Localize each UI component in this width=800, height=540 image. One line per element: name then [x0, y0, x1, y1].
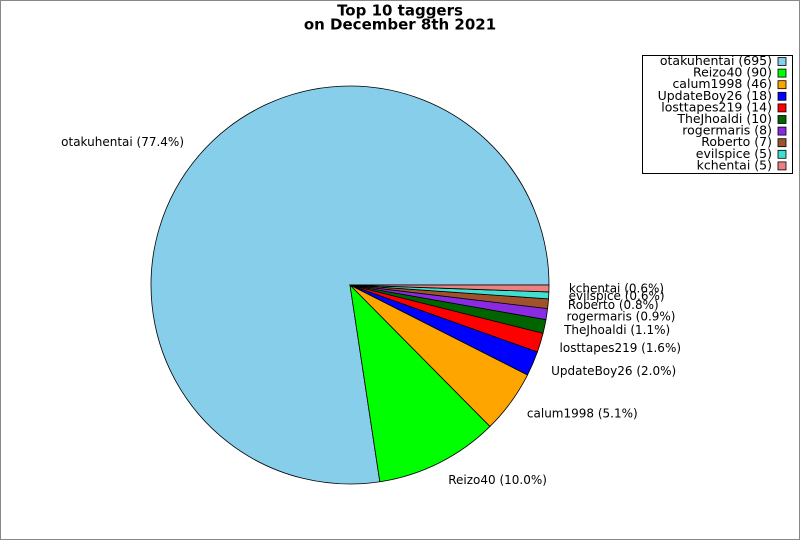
slice-label: otakuhentai (77.4%) [61, 135, 184, 149]
legend-box [642, 55, 793, 174]
legend-swatch [777, 115, 787, 124]
slice-label: UpdateBoy26 (2.0%) [551, 364, 676, 378]
chart-subtitle: on December 8th 2021 [304, 16, 496, 34]
slice-label: losttapes219 (1.6%) [560, 341, 682, 355]
legend-swatch [777, 103, 787, 113]
legend-swatch [777, 68, 787, 78]
legend-swatch [777, 80, 787, 90]
legend-swatch [777, 126, 787, 136]
legend-label: otakuhentai (695) [660, 53, 772, 68]
slice-label: rogermaris (0.9%) [567, 310, 676, 324]
legend-swatch [777, 149, 787, 159]
legend-label: evilspice (5) [696, 146, 772, 161]
legend-label: Reizo40 (90) [693, 65, 772, 80]
slice-label: Roberto (0.8%) [568, 298, 659, 312]
slice-label: evilspice (0.6%) [569, 289, 665, 303]
legend-label: TheJhoaldi (10) [676, 111, 772, 126]
legend-label: UpdateBoy26 (18) [658, 88, 772, 103]
pie-slice [349, 283, 491, 483]
slice-label: calum1998 (5.1%) [527, 406, 638, 420]
legend-label: calum1998 (46) [672, 76, 772, 91]
legend-swatch [777, 161, 787, 171]
legend-swatch [777, 91, 787, 101]
legend-label: losttapes219 (14) [661, 99, 772, 114]
slice-label: kchentai (0.6%) [569, 281, 664, 295]
pie-slice [349, 284, 550, 293]
chart-title: Top 10 taggers [337, 2, 463, 20]
legend-label: kchentai (5) [697, 157, 772, 172]
legend-swatch [777, 138, 787, 148]
legend-label: rogermaris (8) [682, 123, 772, 138]
slice-label: Reizo40 (10.0%) [448, 473, 547, 487]
slice-label: TheJhoaldi (1.1%) [563, 323, 670, 337]
legend-label: Roberto (7) [701, 134, 772, 149]
legend-swatch [777, 57, 787, 66]
